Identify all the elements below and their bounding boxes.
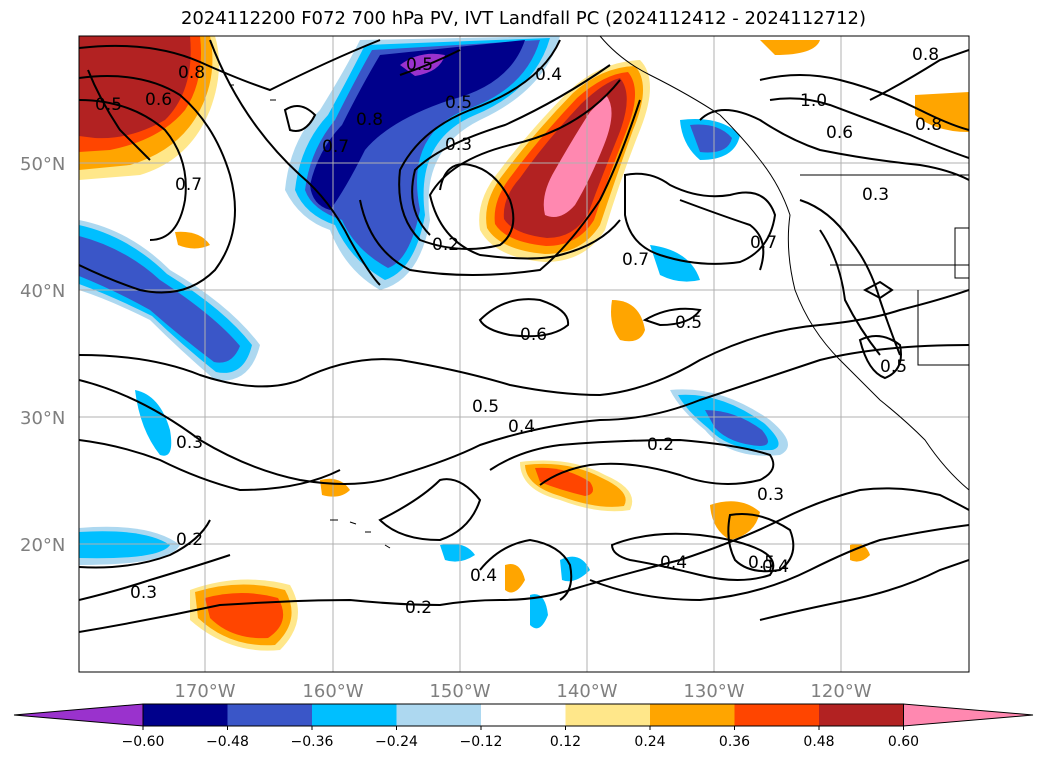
colorbar-tick-label: −0.36	[291, 734, 334, 750]
lon-label: 120°W	[810, 681, 871, 702]
contour-label: 0.8	[178, 63, 205, 83]
colorbar-segment	[565, 704, 651, 726]
contour-label: 0.4	[470, 566, 497, 586]
colorbar-segment	[227, 704, 313, 726]
colorbar-tick-label: −0.12	[460, 734, 503, 750]
contour-label: 1.0	[800, 91, 827, 111]
coastlines	[230, 36, 969, 549]
contour-label: 0.3	[130, 583, 157, 603]
colorbar-segment	[650, 704, 735, 726]
contour-label: 0.8	[912, 45, 939, 65]
contour-label: 0.5	[445, 93, 472, 113]
lon-label: 140°W	[556, 681, 617, 702]
contour-label: 0.2	[647, 435, 674, 455]
contour-label: 0.3	[862, 185, 889, 205]
contour-label: 0.4	[508, 417, 535, 437]
contour-label: 0.6	[145, 90, 172, 110]
contour-label: 0.6	[826, 123, 853, 143]
colorbar-outline	[142, 703, 904, 727]
contour-label: 0.5	[675, 313, 702, 333]
contour-label: 0.7	[322, 137, 349, 157]
colorbar-segment	[396, 704, 482, 726]
contour-label: 0.2	[176, 530, 203, 550]
latitude-labels: 50°N 40°N 30°N 20°N	[20, 154, 65, 556]
contour-label: 0.4	[660, 553, 687, 573]
contour-label: 0.3	[757, 485, 784, 505]
colorbar-extend-max	[903, 703, 1034, 727]
contour-label: 0.7	[175, 175, 202, 195]
colorbar-tick-label: 0.36	[719, 734, 750, 750]
colorbar-tick-label: −0.60	[122, 734, 165, 750]
colorbar-segment	[143, 704, 228, 726]
contour-label: 0.4	[762, 557, 789, 577]
contour-label: 0.5	[880, 357, 907, 377]
lon-label: 150°W	[429, 681, 490, 702]
contour-label: 0.2	[432, 235, 459, 255]
colorbar-segment	[734, 704, 820, 726]
contour-label: 0.6	[520, 325, 547, 345]
colorbar-tick-label: 0.60	[888, 734, 919, 750]
lat-label: 20°N	[20, 535, 65, 556]
lat-label: 50°N	[20, 154, 65, 175]
shading-layer	[79, 36, 969, 651]
colorbar-tick-label: 0.24	[634, 734, 665, 750]
colorbar: −0.60 −0.48 −0.36 −0.24 −0.12 0.12 0.24 0.36 0.4…	[13, 703, 1034, 750]
contour-label: 0.8	[915, 115, 942, 135]
lon-label: 160°W	[302, 681, 363, 702]
contour-label: 0.2	[405, 598, 432, 618]
colorbar-segment	[819, 704, 904, 726]
lon-label: 170°W	[174, 681, 235, 702]
contour-label: 0.7	[622, 250, 649, 270]
longitude-labels: 170°W 160°W 150°W 140°W 130°W 120°W	[174, 681, 871, 702]
contour-label: 0.5	[406, 55, 433, 75]
ivt-contours	[79, 39, 969, 633]
lon-label: 130°W	[683, 681, 744, 702]
lat-label: 40°N	[20, 281, 65, 302]
contour-label: 0.5	[472, 397, 499, 417]
colorbar-tick-label: −0.48	[206, 734, 249, 750]
map-plot-area: 0.8 0.5 0.6 0.7 0.7 0.8 0.5 0.4 0.3 0.2 …	[79, 36, 969, 672]
contour-label: 0.3	[176, 433, 203, 453]
colorbar-segment	[481, 704, 566, 726]
contour-label: 0.4	[535, 65, 562, 85]
contour-label: 0.3	[445, 135, 472, 155]
colorbar-tick-label: 0.48	[803, 734, 834, 750]
contour-label: 0.8	[356, 110, 383, 130]
contour-label: 0.5	[95, 95, 122, 115]
colorbar-extend-min	[13, 703, 144, 727]
contour-label: 0.5	[748, 553, 775, 573]
colorbar-segment	[312, 704, 397, 726]
colorbar-tick-label: −0.24	[375, 734, 418, 750]
map-title: 2024112200 F072 700 hPa PV, IVT Landfall…	[180, 8, 867, 29]
contour-labels: 0.8 0.5 0.6 0.7 0.7 0.8 0.5 0.4 0.3 0.2 …	[95, 45, 942, 618]
contour-label: 0.7	[750, 233, 777, 253]
lat-label: 30°N	[20, 408, 65, 429]
colorbar-tick-label: 0.12	[550, 734, 581, 750]
map-frame	[78, 35, 970, 673]
